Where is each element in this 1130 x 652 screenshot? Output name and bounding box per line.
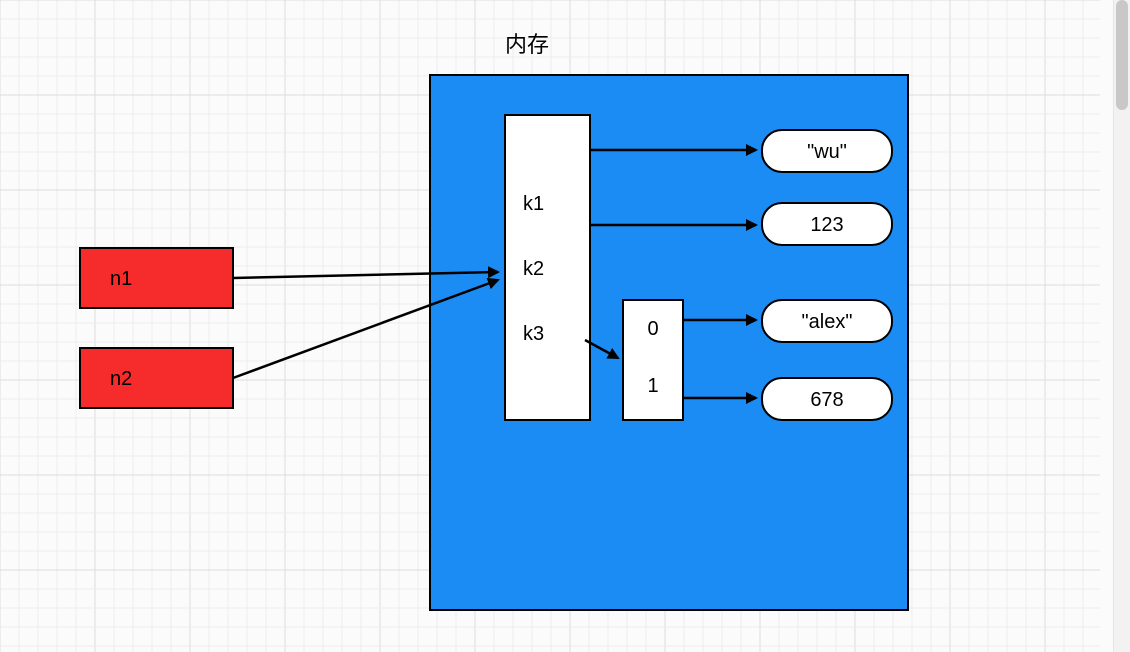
- value-label-wu: "wu": [807, 141, 847, 163]
- var-label-n2: n2: [110, 368, 132, 390]
- memory-title: 内存: [505, 32, 549, 57]
- diagram-svg: 内存 n1 n2 k1 k2 k3 0 1 "wu" 123 "alex" 678: [0, 0, 1130, 652]
- var-label-n1: n1: [110, 268, 132, 290]
- value-label-678: 678: [810, 389, 843, 411]
- dict-key-k2: k2: [523, 258, 544, 280]
- dict-box: [505, 115, 590, 420]
- vertical-scrollbar[interactable]: [1113, 0, 1130, 652]
- diagram-canvas: 内存 n1 n2 k1 k2 k3 0 1 "wu" 123 "alex" 678: [0, 0, 1130, 652]
- dict-key-k3: k3: [523, 323, 544, 345]
- value-label-alex: "alex": [802, 311, 853, 333]
- var-box-n1: [80, 248, 233, 308]
- list-index-0: 0: [647, 318, 658, 340]
- value-label-123: 123: [810, 214, 843, 236]
- scrollbar-thumb[interactable]: [1116, 0, 1128, 110]
- dict-key-k1: k1: [523, 193, 544, 215]
- list-index-1: 1: [647, 375, 658, 397]
- var-box-n2: [80, 348, 233, 408]
